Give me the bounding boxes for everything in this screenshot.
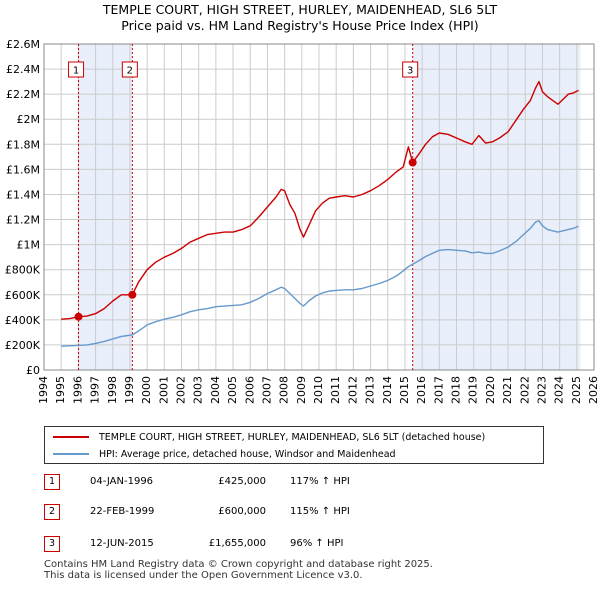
y-tick-label: £400K <box>5 314 41 327</box>
chart-title-line1: TEMPLE COURT, HIGH STREET, HURLEY, MAIDE… <box>102 2 498 17</box>
x-tick-label: 2015 <box>398 376 411 404</box>
y-tick-label: £1.2M <box>6 214 40 227</box>
x-tick-label: 2016 <box>415 376 428 404</box>
sale-hpi-change: 117% ↑ HPI <box>290 476 350 487</box>
sale-date: 22-FEB-1999 <box>90 506 155 517</box>
x-tick-label: 2022 <box>518 376 531 404</box>
sale-badge-label-1: 1 <box>73 66 79 77</box>
x-tick-label: 2020 <box>484 376 497 404</box>
x-tick-label: 2000 <box>140 376 153 404</box>
hpi-line <box>61 220 579 347</box>
sale-hpi-change: 96% ↑ HPI <box>290 538 344 549</box>
x-tick-label: 2013 <box>364 376 377 404</box>
x-tick-label: 2005 <box>226 376 239 404</box>
x-tick-label: 2014 <box>381 376 394 404</box>
sale-price: £600,000 <box>218 506 266 517</box>
sale-number-badge: 1 <box>44 474 60 490</box>
shaded-range-1 <box>78 44 133 370</box>
legend-hpi-label: HPI: Average price, detached house, Wind… <box>99 448 396 460</box>
legend-hpi-swatch <box>53 453 89 455</box>
property-price-line <box>61 80 579 320</box>
x-tick-label: 2012 <box>346 376 359 404</box>
sale-badge-label-3: 3 <box>407 66 413 77</box>
legend-item-property: TEMPLE COURT, HIGH STREET, HURLEY, MAIDE… <box>53 429 485 445</box>
chart-title: TEMPLE COURT, HIGH STREET, HURLEY, MAIDE… <box>0 2 600 34</box>
plot-frame <box>43 43 595 371</box>
x-tick-label: 1999 <box>123 376 136 404</box>
sale-point-3 <box>408 158 417 167</box>
x-tick-label: 2010 <box>312 376 325 404</box>
x-tick-label: 2007 <box>260 376 273 404</box>
sale-badge-label-2: 2 <box>127 66 133 77</box>
y-tick-label: £2.6M <box>6 38 40 51</box>
x-tick-label: 2006 <box>243 376 256 404</box>
x-tick-label: 1995 <box>54 376 67 404</box>
footer-attribution: Contains HM Land Registry data © Crown c… <box>44 559 433 581</box>
sale-hpi-change: 115% ↑ HPI <box>290 506 350 517</box>
legend-item-hpi: HPI: Average price, detached house, Wind… <box>53 446 396 462</box>
footer-line1: Contains HM Land Registry data © Crown c… <box>44 559 433 570</box>
sale-badge-1 <box>68 61 85 78</box>
x-tick-label: 2026 <box>587 376 600 404</box>
footer-line2: This data is licensed under the Open Gov… <box>44 569 363 581</box>
x-tick-label: 2009 <box>295 376 308 404</box>
x-tick-label: 2008 <box>278 376 291 404</box>
y-tick-label: £200K <box>5 339 41 352</box>
legend-property-swatch <box>53 436 89 438</box>
y-tick-label: £600K <box>5 289 41 302</box>
sale-number-badge: 3 <box>44 536 60 552</box>
x-tick-label: 2024 <box>553 376 566 404</box>
x-tick-label: 2017 <box>432 376 445 404</box>
x-tick-label: 2001 <box>157 376 170 404</box>
sale-point-1 <box>74 312 83 321</box>
y-tick-label: £1M <box>17 239 41 252</box>
sale-badge-3 <box>402 61 419 78</box>
x-tick-label: 1998 <box>106 376 119 404</box>
x-tick-label: 1996 <box>71 376 84 404</box>
price-chart: £0 £200K £400K £600K £800K £1M £1.2M £1.4M £1.6M… <box>5 38 600 404</box>
sale-row: 3 12-JUN-2015 £1,655,000 96% ↑ HPI <box>44 536 544 554</box>
y-tick-label: £2.4M <box>6 63 40 76</box>
chart-title-line2: Price paid vs. HM Land Registry's House … <box>121 18 479 33</box>
x-tick-label: 2023 <box>535 376 548 404</box>
sale-date: 04-JAN-1996 <box>90 476 154 487</box>
sale-price: £1,655,000 <box>208 538 266 549</box>
y-tick-label: £0 <box>26 364 40 377</box>
sale-badge-2 <box>121 61 138 78</box>
sale-row: 1 04-JAN-1996 £425,000 117% ↑ HPI <box>44 474 544 492</box>
sale-price: £425,000 <box>218 476 266 487</box>
x-tick-label: 1997 <box>89 376 102 404</box>
x-tick-label: 2002 <box>175 376 188 404</box>
y-tick-label: £1.4M <box>6 188 40 201</box>
x-tick-label: 2025 <box>570 376 583 404</box>
sale-point-2 <box>128 290 137 299</box>
y-tick-label: £1.8M <box>6 138 40 151</box>
x-tick-label: 2021 <box>501 376 514 404</box>
y-tick-label: £1.6M <box>6 163 40 176</box>
x-tick-label: 2004 <box>209 376 222 404</box>
x-tick-label: 2019 <box>467 376 480 404</box>
x-tick-label: 1994 <box>37 376 50 404</box>
shaded-range-2 <box>412 44 581 370</box>
x-tick-label: 2011 <box>329 376 342 404</box>
sale-row: 2 22-FEB-1999 £600,000 115% ↑ HPI <box>44 504 544 522</box>
y-tick-label: £2M <box>17 113 41 126</box>
y-tick-label: £800K <box>5 264 41 277</box>
sale-number-badge: 2 <box>44 504 60 520</box>
legend-property-label: TEMPLE COURT, HIGH STREET, HURLEY, MAIDE… <box>99 431 486 443</box>
sale-date: 12-JUN-2015 <box>90 538 154 549</box>
y-tick-label: £2.2M <box>6 88 40 101</box>
x-tick-label: 2018 <box>450 376 463 404</box>
legend: TEMPLE COURT, HIGH STREET, HURLEY, MAIDE… <box>44 426 544 464</box>
x-tick-label: 2003 <box>192 376 205 404</box>
